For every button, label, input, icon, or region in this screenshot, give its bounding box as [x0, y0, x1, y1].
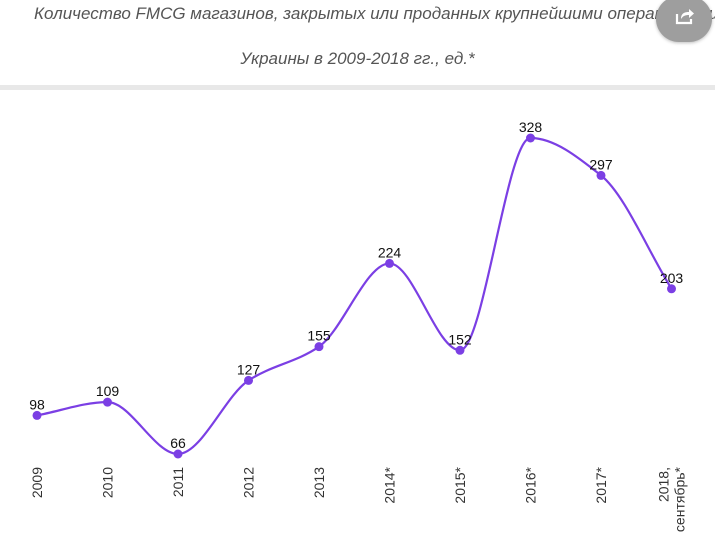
data-point-marker: [667, 284, 676, 294]
x-tick-label: 2010: [100, 467, 116, 498]
x-tick-label: 2014*: [382, 466, 398, 503]
data-point-marker: [526, 133, 535, 143]
data-point-marker: [455, 345, 465, 355]
data-label: 152: [448, 331, 472, 347]
data-label: 328: [519, 119, 543, 135]
series-line: [36, 136, 673, 456]
x-tick-label: 2011: [170, 467, 186, 497]
header-divider: [0, 85, 715, 90]
data-point-marker: [173, 449, 183, 459]
data-point-marker: [103, 397, 112, 407]
chart-title-line1: Количество FMCG магазинов, закрытых или …: [34, 4, 715, 23]
data-label: 109: [96, 383, 120, 399]
data-label: 127: [237, 361, 261, 377]
data-label: 155: [307, 328, 331, 344]
chart-title-line2: Украины в 2009-2018 гг., ед.*: [240, 49, 475, 68]
data-point-marker: [385, 258, 394, 268]
data-label: 203: [660, 270, 684, 286]
data-label: 297: [589, 156, 613, 172]
data-point-marker: [32, 410, 42, 420]
x-tick-label: 2012: [241, 467, 257, 498]
data-point-marker: [314, 342, 324, 352]
x-tick-label: 2013: [311, 467, 327, 498]
x-tick-label: 2009: [29, 467, 45, 498]
x-tick-label: 2016*: [523, 466, 539, 503]
data-point-marker: [596, 170, 606, 180]
share-button[interactable]: [656, 0, 712, 42]
data-label: 98: [29, 396, 45, 412]
data-label: 66: [170, 435, 186, 451]
x-tick-label: 2017*: [593, 466, 609, 503]
x-tick-label: 2018,сентябрь*: [656, 466, 688, 532]
data-label: 224: [378, 244, 402, 260]
share-icon: [675, 9, 694, 25]
x-tick-label: 2015*: [452, 466, 468, 503]
data-point-marker: [244, 375, 253, 385]
